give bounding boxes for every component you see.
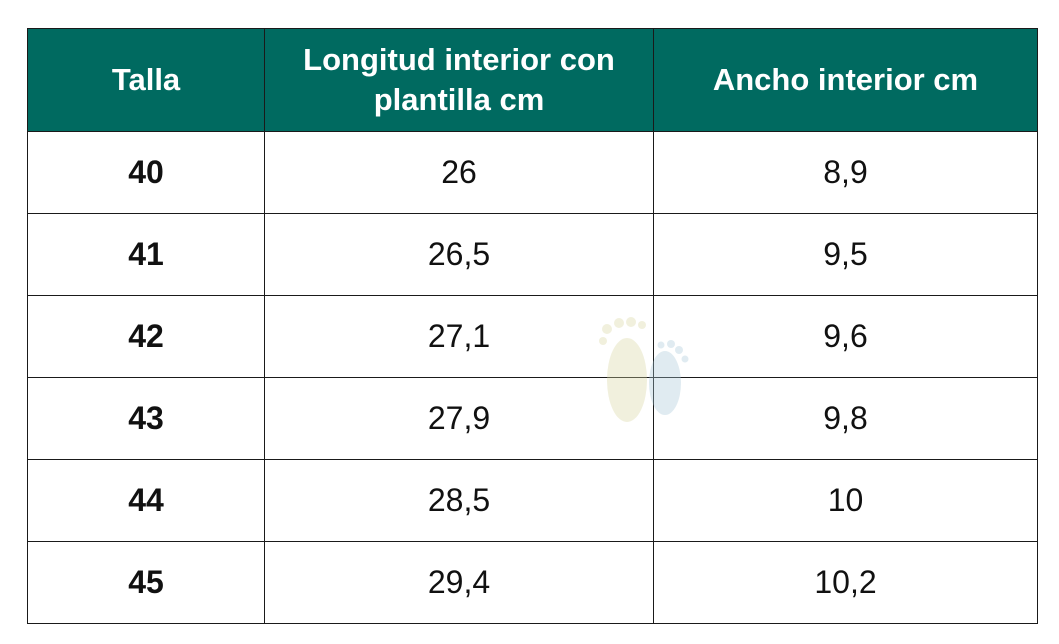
size-cell: 41 (27, 213, 265, 296)
table-row: 42 27,1 9,6 (27, 295, 1038, 378)
table-row: 40 26 8,9 (27, 131, 1038, 214)
value-cell: 27,1 (264, 295, 654, 378)
value-cell: 10,2 (653, 541, 1038, 624)
table-row: 45 29,4 10,2 (27, 541, 1038, 624)
size-cell: 44 (27, 459, 265, 542)
value-cell: 26,5 (264, 213, 654, 296)
table-row: 41 26,5 9,5 (27, 213, 1038, 296)
header-row: Talla Longitud interior con plantilla cm A… (27, 28, 1038, 132)
size-cell: 42 (27, 295, 265, 378)
table-body: 40 26 8,9 41 26,5 9,5 42 27,1 9,6 43 27,9 9,8 44 28,5… (27, 131, 1038, 624)
header-cell: Longitud interior con plantilla cm (264, 28, 654, 132)
value-cell: 28,5 (264, 459, 654, 542)
value-cell: 27,9 (264, 377, 654, 460)
size-table: Talla Longitud interior con plantilla cm A… (27, 28, 1038, 624)
size-cell: 40 (27, 131, 265, 214)
value-cell: 26 (264, 131, 654, 214)
header-cell: Talla (27, 28, 265, 132)
value-cell: 9,6 (653, 295, 1038, 378)
value-cell: 9,8 (653, 377, 1038, 460)
value-cell: 29,4 (264, 541, 654, 624)
value-cell: 9,5 (653, 213, 1038, 296)
table-row: 43 27,9 9,8 (27, 377, 1038, 460)
value-cell: 10 (653, 459, 1038, 542)
table-row: 44 28,5 10 (27, 459, 1038, 542)
size-cell: 43 (27, 377, 265, 460)
header-cell: Ancho interior cm (653, 28, 1038, 132)
value-cell: 8,9 (653, 131, 1038, 214)
size-cell: 45 (27, 541, 265, 624)
table-header: Talla Longitud interior con plantilla cm A… (27, 28, 1038, 132)
